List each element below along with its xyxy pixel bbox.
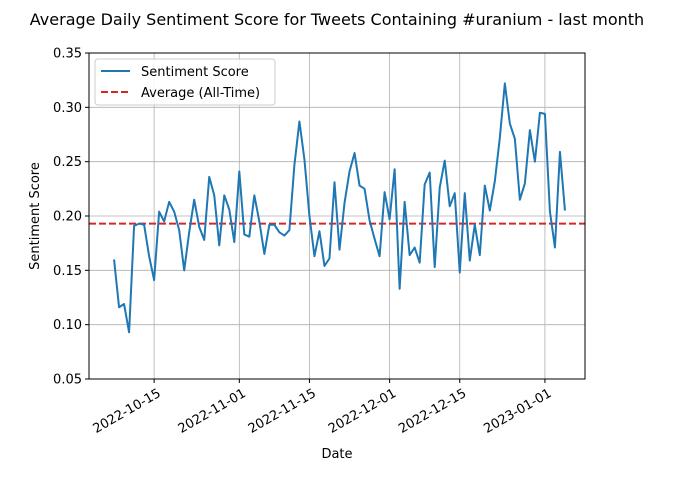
y-tick-label: 0.30 bbox=[53, 101, 82, 116]
y-tick-label: 0.05 bbox=[53, 373, 82, 388]
x-tick-label: 2022-11-01 bbox=[176, 386, 249, 437]
legend-label-sentiment: Sentiment Score bbox=[141, 65, 249, 80]
y-axis-label: Sentiment Score bbox=[28, 162, 43, 270]
legend-box bbox=[94, 58, 276, 106]
chart-title: Average Daily Sentiment Score for Tweets… bbox=[30, 10, 644, 29]
legend: Sentiment Score Average (All-Time) bbox=[94, 58, 276, 106]
series-layer bbox=[113, 82, 566, 334]
y-tick-label: 0.10 bbox=[53, 318, 82, 333]
y-axis: 0.05 0.10 0.15 0.20 0.25 0.30 0.35 bbox=[53, 47, 89, 388]
x-tick-label: 2022-11-15 bbox=[246, 386, 319, 437]
sentiment-score-line bbox=[113, 82, 566, 334]
x-tick-label: 2022-12-15 bbox=[396, 386, 469, 437]
x-tick-label: 2022-12-01 bbox=[326, 386, 399, 437]
legend-label-average: Average (All-Time) bbox=[141, 86, 260, 101]
x-axis-label: Date bbox=[321, 447, 352, 462]
grid-layer bbox=[89, 52, 585, 380]
x-tick-label: 2022-10-15 bbox=[91, 386, 164, 437]
x-tick-label: 2023-01-01 bbox=[481, 386, 554, 437]
y-tick-label: 0.20 bbox=[53, 210, 82, 225]
y-tick-label: 0.15 bbox=[53, 264, 82, 279]
y-tick-label: 0.35 bbox=[53, 47, 82, 62]
y-tick-label: 0.25 bbox=[53, 155, 82, 170]
